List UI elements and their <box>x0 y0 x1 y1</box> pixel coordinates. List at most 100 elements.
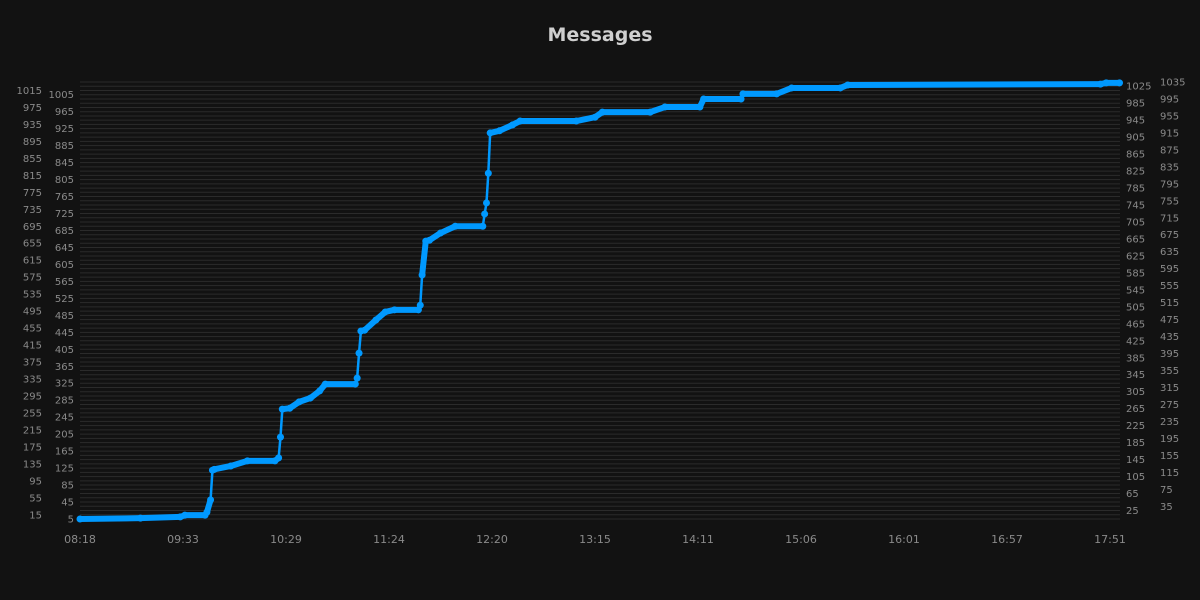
y-tick-label: 245 <box>55 413 74 424</box>
y-tick-label: 685 <box>55 226 74 237</box>
data-point <box>1116 79 1124 87</box>
data-point <box>451 222 459 230</box>
y-tick-label: 65 <box>1126 489 1139 500</box>
data-point <box>836 84 844 92</box>
y-tick-label: 375 <box>23 358 42 369</box>
y-tick-label: 615 <box>23 256 42 267</box>
y-tick-label: 755 <box>1160 196 1179 207</box>
data-point <box>351 380 359 388</box>
y-tick-label: 1015 <box>17 86 42 97</box>
y-tick-label: 715 <box>1160 213 1179 224</box>
data-point <box>361 326 369 334</box>
data-point <box>136 514 144 522</box>
data-point <box>572 117 580 125</box>
data-point <box>391 306 399 314</box>
x-tick-label: 11:24 <box>373 533 405 546</box>
y-tick-label: 225 <box>1126 421 1145 432</box>
data-point <box>416 301 424 309</box>
series-line-segment <box>355 351 361 380</box>
y-tick-label: 165 <box>55 447 74 458</box>
data-point <box>276 433 284 441</box>
y-tick-label: 5 <box>68 515 74 526</box>
data-point <box>509 121 517 129</box>
y-tick-label: 445 <box>55 328 74 339</box>
data-point <box>227 462 235 470</box>
y-tick-label: 985 <box>1126 99 1145 110</box>
y-tick-label: 535 <box>23 290 42 301</box>
y-tick-label: 925 <box>55 124 74 135</box>
data-point <box>372 316 380 324</box>
y-tick-label: 115 <box>1160 468 1179 479</box>
data-point <box>700 95 708 103</box>
data-point <box>479 222 487 230</box>
y-tick-label: 935 <box>23 120 42 131</box>
series-line-segment <box>209 468 214 502</box>
y-tick-label: 475 <box>1160 315 1179 326</box>
data-point <box>739 90 747 98</box>
y-tick-label: 75 <box>1160 485 1173 496</box>
series-line-segment <box>419 273 424 307</box>
y-tick-label: 365 <box>55 362 74 373</box>
x-tick-label: 17:51 <box>1094 533 1126 546</box>
y-tick-label: 575 <box>23 273 42 284</box>
y-tick-label: 285 <box>55 396 74 407</box>
y-tick-label: 795 <box>1160 179 1179 190</box>
y-tick-label: 295 <box>23 391 42 402</box>
x-tick-label: 15:06 <box>785 533 817 546</box>
y-tick-label: 905 <box>1126 133 1145 144</box>
y-tick-label: 675 <box>1160 230 1179 241</box>
data-point <box>355 349 363 357</box>
data-point <box>353 374 361 382</box>
x-tick-label: 16:01 <box>888 533 920 546</box>
series-line-segment <box>357 329 363 355</box>
y-tick-label: 845 <box>55 158 74 169</box>
y-tick-label: 145 <box>1126 455 1145 466</box>
data-point <box>481 210 489 218</box>
data-point <box>591 113 599 121</box>
data-point <box>207 496 215 504</box>
y-tick-label: 725 <box>55 209 74 220</box>
y-tick-label: 815 <box>23 171 42 182</box>
y-tick-label: 205 <box>55 430 74 441</box>
data-point <box>844 81 852 89</box>
y-tick-label: 705 <box>1126 218 1145 229</box>
y-tick-label: 255 <box>23 408 42 419</box>
y-tick-label: 555 <box>1160 281 1179 292</box>
y-tick-label: 195 <box>1160 434 1179 445</box>
y-tick-label: 305 <box>1126 387 1145 398</box>
y-tick-label: 315 <box>1160 383 1179 394</box>
data-point <box>321 380 329 388</box>
data-point <box>1096 80 1104 88</box>
x-tick-label: 08:18 <box>64 533 96 546</box>
y-tick-label: 135 <box>23 459 42 470</box>
data-point <box>181 511 189 519</box>
data-point <box>243 457 251 465</box>
y-tick-label: 565 <box>55 277 74 288</box>
data-point <box>598 108 606 116</box>
series-line-segment <box>77 515 144 522</box>
data-point <box>418 271 426 279</box>
data-point <box>495 127 503 135</box>
y-tick-label: 485 <box>55 311 74 322</box>
y-tick-label: 345 <box>1126 370 1145 381</box>
data-point <box>278 405 286 413</box>
y-tick-label: 175 <box>23 442 42 453</box>
y-tick-label: 585 <box>1126 268 1145 279</box>
y-tick-label: 15 <box>29 510 42 521</box>
data-point <box>482 199 490 207</box>
data-point <box>210 465 218 473</box>
x-tick-label: 12:20 <box>476 533 508 546</box>
y-tick-label: 1005 <box>49 90 74 101</box>
y-tick-label: 605 <box>55 260 74 271</box>
x-tick-label: 14:11 <box>682 533 714 546</box>
y-tick-label: 775 <box>23 188 42 199</box>
data-point <box>295 398 303 406</box>
y-tick-label: 975 <box>23 103 42 114</box>
y-tick-label: 335 <box>23 374 42 385</box>
y-tick-label: 735 <box>23 205 42 216</box>
x-tick-label: 16:57 <box>991 533 1023 546</box>
y-tick-label: 785 <box>1126 184 1145 195</box>
y-tick-label: 55 <box>29 493 42 504</box>
y-tick-label: 655 <box>23 239 42 250</box>
y-tick-label: 45 <box>61 498 74 509</box>
